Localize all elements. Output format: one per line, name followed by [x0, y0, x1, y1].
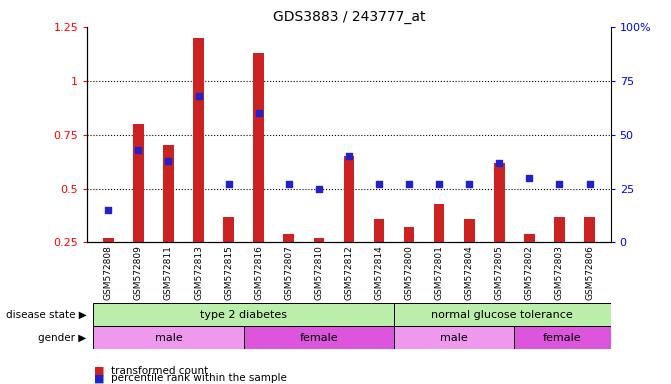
Bar [93, 303, 394, 326]
Point [494, 160, 505, 166]
Text: ■: ■ [94, 373, 105, 383]
Bar [133, 124, 144, 242]
Bar [515, 326, 611, 349]
Text: ■: ■ [94, 366, 105, 376]
Text: GSM572816: GSM572816 [254, 245, 263, 300]
Text: GSM572800: GSM572800 [405, 245, 413, 300]
Point [584, 181, 595, 187]
Point [313, 185, 324, 192]
Text: male: male [154, 333, 183, 343]
Bar [193, 38, 204, 242]
Text: GSM572812: GSM572812 [344, 245, 354, 300]
Bar [313, 238, 324, 242]
Bar [344, 156, 354, 242]
Point [554, 181, 565, 187]
Text: normal glucose tolerance: normal glucose tolerance [431, 310, 573, 320]
Text: GSM572804: GSM572804 [465, 245, 474, 300]
Text: male: male [440, 333, 468, 343]
Text: GSM572801: GSM572801 [435, 245, 444, 300]
Text: GSM572802: GSM572802 [525, 245, 534, 300]
Text: GSM572807: GSM572807 [285, 245, 293, 300]
Text: GSM572810: GSM572810 [314, 245, 323, 300]
Bar [394, 303, 611, 326]
Text: GSM572809: GSM572809 [134, 245, 143, 300]
Bar [464, 219, 474, 242]
Bar [374, 219, 384, 242]
Text: GSM572806: GSM572806 [585, 245, 594, 300]
Bar [494, 163, 505, 242]
Bar [254, 53, 264, 242]
Bar [554, 217, 565, 242]
Text: transformed count: transformed count [111, 366, 208, 376]
Text: disease state ▶: disease state ▶ [6, 310, 87, 320]
Text: GSM572808: GSM572808 [104, 245, 113, 300]
Bar [283, 234, 294, 242]
Text: female: female [543, 333, 582, 343]
Point [193, 93, 204, 99]
Bar [394, 326, 515, 349]
Text: percentile rank within the sample: percentile rank within the sample [111, 373, 287, 383]
Text: GSM572815: GSM572815 [224, 245, 233, 300]
Bar [103, 238, 113, 242]
Point [223, 181, 234, 187]
Point [103, 207, 113, 213]
Point [374, 181, 384, 187]
Bar [524, 234, 535, 242]
Text: GSM572803: GSM572803 [555, 245, 564, 300]
Point [133, 147, 144, 153]
Text: GSM572813: GSM572813 [194, 245, 203, 300]
Point [404, 181, 415, 187]
Bar [244, 326, 394, 349]
Bar [584, 217, 595, 242]
Bar [404, 227, 415, 242]
Point [524, 175, 535, 181]
Bar [93, 326, 244, 349]
Point [464, 181, 474, 187]
Text: female: female [299, 333, 338, 343]
Bar [434, 204, 444, 242]
Text: GSM572814: GSM572814 [374, 245, 384, 300]
Point [433, 181, 444, 187]
Point [344, 153, 354, 159]
Point [163, 157, 174, 164]
Text: GSM572805: GSM572805 [495, 245, 504, 300]
Bar [163, 146, 174, 242]
Point [283, 181, 294, 187]
Text: gender ▶: gender ▶ [38, 333, 87, 343]
Point [254, 110, 264, 116]
Bar [223, 217, 234, 242]
Text: type 2 diabetes: type 2 diabetes [200, 310, 287, 320]
Text: GSM572811: GSM572811 [164, 245, 173, 300]
Title: GDS3883 / 243777_at: GDS3883 / 243777_at [272, 10, 425, 25]
